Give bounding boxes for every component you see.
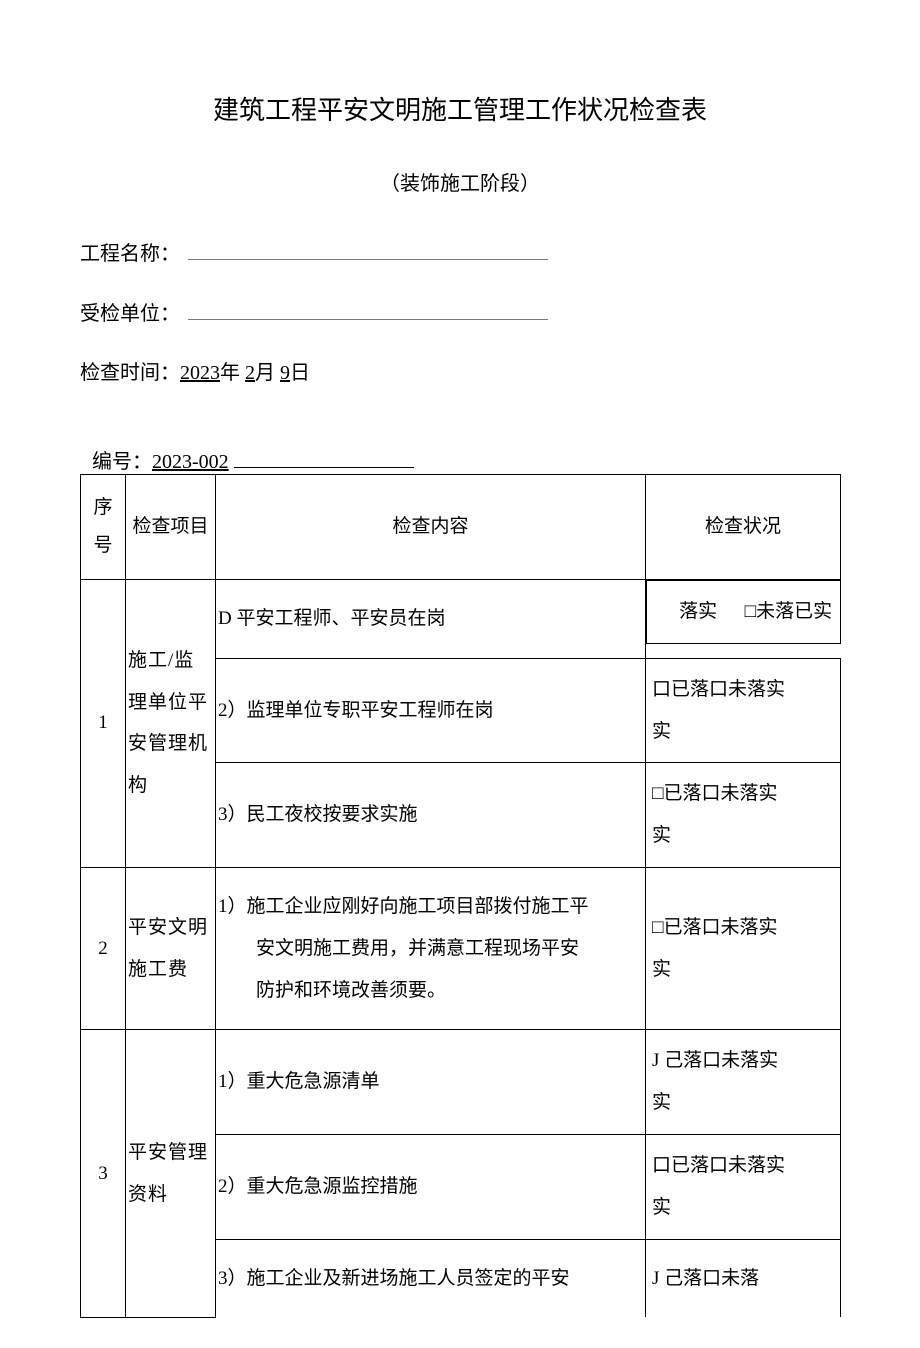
unit-label: 受检单位： [80, 297, 180, 326]
seq-3: 3 [81, 1030, 126, 1317]
content-3-3: 3）施工企业及新进场施工人员签定的平安 [216, 1239, 646, 1317]
table-row: 3 平安管理资料 1）重大危急源清单 J 己落口未落实 实 [81, 1030, 841, 1135]
content-1-3: 3）民工夜校按要求实施 [216, 763, 646, 868]
header-item: 检查项目 [126, 475, 216, 580]
unit-value [188, 296, 548, 320]
header-content: 检查内容 [216, 475, 646, 580]
page-title: 建筑工程平安文明施工管理工作状况检查表 [80, 90, 840, 127]
page-subtitle: （装饰施工阶段） [80, 167, 840, 196]
content-2-1-l1: 1）施工企业应刚好向施工项目部拨付施工平 [218, 896, 589, 917]
status-3-2: 口已落口未落实 实 [646, 1134, 841, 1239]
status-1-1: 落实 □未落已实 [646, 580, 841, 644]
check-date-row: 检查时间：2023年 2月 9日 [80, 356, 840, 385]
serial-label: 编号： [92, 451, 152, 473]
year-suffix: 年 [220, 362, 240, 384]
status-1-1-right: □未落已实 [743, 591, 833, 633]
table-row: 1 施工/监理单位平安管理机构 D 平安工程师、平安员在岗 落实 □未落已实 [81, 580, 841, 659]
header-seq: 序号 [81, 475, 126, 580]
status-1-2: 口已落口未落实 实 [646, 658, 841, 763]
status-2-1: □已落口未落实 实 [646, 867, 841, 1029]
seq-1: 1 [81, 580, 126, 868]
seq-2: 2 [81, 867, 126, 1029]
content-1-2: 2）监理单位专职平安工程师在岗 [216, 658, 646, 763]
unit-row: 受检单位： [80, 296, 840, 326]
content-3-2: 2）重大危急源监控措施 [216, 1134, 646, 1239]
project-name-value [188, 236, 548, 260]
day-suffix: 日 [290, 362, 310, 384]
check-date-month: 2 [245, 362, 255, 384]
table-header-row: 序号 检查项目 检查内容 检查状况 [81, 475, 841, 580]
status-1-3: □已落口未落实 实 [646, 763, 841, 868]
serial-blank [234, 467, 414, 468]
item-3: 平安管理资料 [126, 1030, 216, 1317]
serial-value: 2023-002 [152, 451, 229, 473]
content-3-1: 1）重大危急源清单 [216, 1030, 646, 1135]
content-2-1: 1）施工企业应刚好向施工项目部拨付施工平 安文明施工费用，并满意工程现场平安 防… [216, 867, 646, 1029]
item-2: 平安文明施工费 [126, 867, 216, 1029]
check-date-day: 9 [280, 362, 290, 384]
table-row: 2 平安文明施工费 1）施工企业应刚好向施工项目部拨付施工平 安文明施工费用，并… [81, 867, 841, 1029]
content-2-1-l2: 安文明施工费用，并满意工程现场平安 [218, 928, 639, 970]
project-name-label: 工程名称： [80, 237, 180, 266]
content-2-1-l3: 防护和环境改善须要。 [218, 970, 639, 1012]
status-3-1: J 己落口未落实 实 [646, 1030, 841, 1135]
month-suffix: 月 [255, 362, 275, 384]
check-date-year: 2023 [180, 362, 220, 384]
status-3-3: J 己落口未落 [646, 1239, 841, 1317]
serial-row: 编号：2023-002 [80, 445, 840, 474]
item-1: 施工/监理单位平安管理机构 [126, 580, 216, 868]
status-1-1-left: 落实 [653, 591, 743, 633]
header-status: 检查状况 [646, 475, 841, 580]
content-1-1: D 平安工程师、平安员在岗 [216, 580, 646, 659]
check-date-label: 检查时间： [80, 362, 180, 384]
project-name-row: 工程名称： [80, 236, 840, 266]
inspection-table: 序号 检查项目 检查内容 检查状况 1 施工/监理单位平安管理机构 D 平安工程… [80, 474, 841, 1318]
